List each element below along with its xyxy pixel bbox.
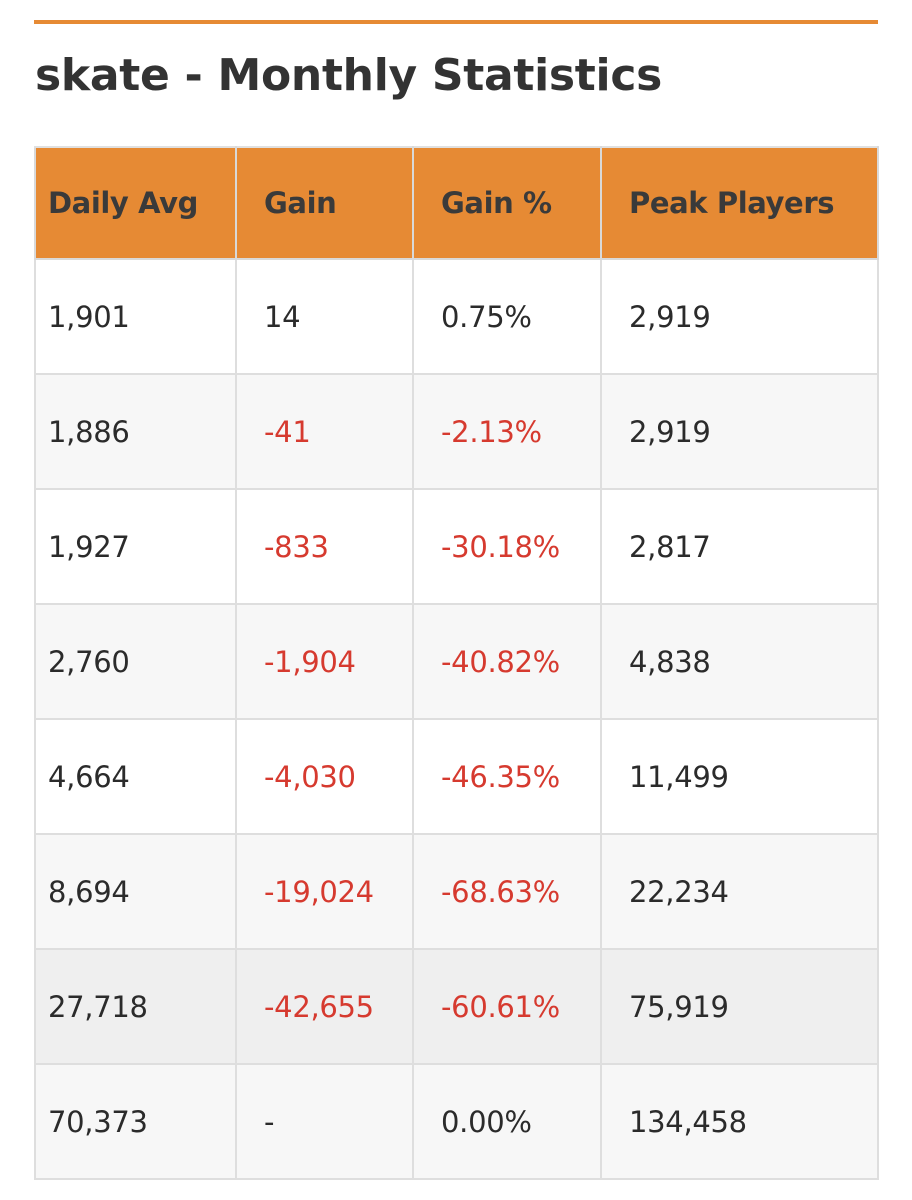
gain-pct-cell: -68.63% [412,833,602,950]
table-row: 2,760 -1,904 -40.82% 4,838 [34,603,879,720]
gain-pct-cell: 0.75% [412,258,602,375]
gain-pct-cell: -46.35% [412,718,602,835]
peak-players-cell: 75,919 [600,948,879,1065]
gain-cell: -41 [235,373,414,490]
column-header-daily-avg: Daily Avg [34,146,237,260]
gain-cell: -833 [235,488,414,605]
daily-avg-cell: 1,886 [34,373,237,490]
daily-avg-cell: 1,927 [34,488,237,605]
daily-avg-cell: 8,694 [34,833,237,950]
peak-players-cell: 2,817 [600,488,879,605]
gain-cell: -42,655 [235,948,414,1065]
column-header-gain-pct: Gain % [412,146,602,260]
table-row: 1,927 -833 -30.18% 2,817 [34,488,879,605]
peak-players-cell: 2,919 [600,258,879,375]
gain-cell: -19,024 [235,833,414,950]
top-divider [34,20,878,24]
peak-players-cell: 2,919 [600,373,879,490]
table-row: 4,664 -4,030 -46.35% 11,499 [34,718,879,835]
monthly-statistics-table: Daily Avg Gain Gain % Peak Players 1,901… [34,146,879,1180]
gain-cell: - [235,1063,414,1180]
daily-avg-cell: 27,718 [34,948,237,1065]
column-header-peak-players: Peak Players [600,146,879,260]
table-row: 27,718 -42,655 -60.61% 75,919 [34,948,879,1065]
daily-avg-cell: 1,901 [34,258,237,375]
gain-cell: 14 [235,258,414,375]
daily-avg-cell: 70,373 [34,1063,237,1180]
gain-cell: -1,904 [235,603,414,720]
peak-players-cell: 4,838 [600,603,879,720]
table-row: 1,886 -41 -2.13% 2,919 [34,373,879,490]
table-row: 70,373 - 0.00% 134,458 [34,1063,879,1180]
gain-pct-cell: -40.82% [412,603,602,720]
column-header-gain: Gain [235,146,414,260]
peak-players-cell: 11,499 [600,718,879,835]
table-row: 1,901 14 0.75% 2,919 [34,258,879,375]
daily-avg-cell: 2,760 [34,603,237,720]
gain-pct-cell: -60.61% [412,948,602,1065]
table-row: 8,694 -19,024 -68.63% 22,234 [34,833,879,950]
gain-pct-cell: -30.18% [412,488,602,605]
peak-players-cell: 134,458 [600,1063,879,1180]
page-title: skate - Monthly Statistics [35,50,662,101]
daily-avg-cell: 4,664 [34,718,237,835]
peak-players-cell: 22,234 [600,833,879,950]
gain-cell: -4,030 [235,718,414,835]
table-header-row: Daily Avg Gain Gain % Peak Players [34,146,879,260]
gain-pct-cell: 0.00% [412,1063,602,1180]
gain-pct-cell: -2.13% [412,373,602,490]
